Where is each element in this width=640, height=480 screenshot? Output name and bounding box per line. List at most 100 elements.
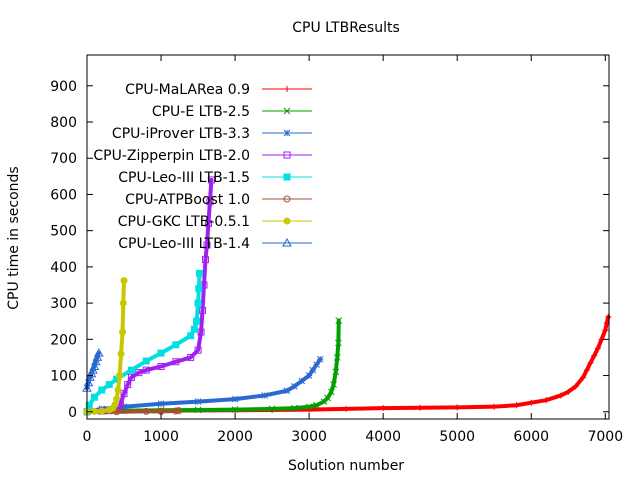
data-point (119, 299, 127, 307)
data-point (491, 403, 498, 410)
data-point (231, 406, 239, 413)
data-point (127, 373, 135, 381)
legend-entry: CPU-Leo-III LTB-1.5 (118, 170, 312, 186)
legend-marker (284, 86, 290, 92)
data-point (105, 381, 113, 389)
legend-marker (283, 217, 291, 225)
data-point (283, 387, 291, 395)
legend-entry: CPU-MaLARea 0.9 (125, 82, 312, 98)
data-point (194, 346, 202, 354)
legend-marker (283, 151, 291, 159)
data-point (113, 395, 121, 403)
y-tick-label: 300 (50, 296, 77, 312)
data-point (231, 395, 239, 403)
chart-title: CPU LTBResults (292, 20, 400, 36)
data-point (193, 317, 201, 325)
data-point (187, 332, 195, 340)
data-point (90, 393, 98, 401)
data-point (305, 372, 313, 379)
data-point (602, 327, 609, 334)
data-point (172, 341, 180, 349)
data-point (204, 219, 212, 227)
data-point (333, 354, 341, 361)
legend-entry: CPU-ATPBoost 1.0 (125, 192, 312, 208)
data-point (343, 405, 350, 412)
series-line (85, 271, 202, 414)
data-point (528, 399, 535, 406)
series-3 (83, 176, 215, 416)
y-axis-label: CPU time in seconds (6, 166, 22, 309)
series-line (85, 351, 101, 391)
data-point (543, 397, 550, 404)
x-tick-label: 7000 (587, 429, 623, 445)
legend-marker (283, 107, 291, 115)
data-point (557, 392, 564, 399)
data-point (327, 388, 335, 396)
data-point (98, 407, 106, 415)
data-point (117, 350, 125, 358)
data-point (298, 377, 306, 385)
legend-marker (283, 129, 291, 137)
data-point (313, 401, 320, 409)
legend-entry: CPU-iProver LTB-3.3 (112, 126, 312, 142)
data-point (157, 362, 165, 370)
x-tick-label: 4000 (365, 429, 401, 445)
data-point (187, 353, 195, 361)
data-point (124, 381, 132, 389)
series-6 (83, 277, 128, 416)
axis-ticks: 0 1000 2000 3000 4000 5000 6000 7000 0 100 200 300 4… (50, 55, 623, 445)
legend-label: CPU-Leo-III LTB-1.5 (118, 170, 250, 186)
data-point (206, 198, 214, 206)
data-point (120, 403, 128, 411)
legend-entry: CPU-Zipperpin LTB-2.0 (93, 148, 312, 164)
data-point (199, 306, 207, 314)
legend-label: CPU-Zipperpin LTB-2.0 (93, 148, 250, 164)
data-point (85, 401, 93, 409)
data-point (190, 325, 198, 333)
data-point (98, 386, 106, 394)
data-point (309, 366, 317, 374)
data-point (316, 355, 324, 363)
data-point (261, 392, 269, 399)
legend-label: CPU-MaLARea 0.9 (125, 82, 250, 98)
data-point (454, 404, 461, 411)
data-point (587, 359, 594, 366)
data-point (380, 405, 387, 412)
x-tick-label: 1000 (143, 429, 179, 445)
data-point (142, 357, 150, 365)
data-point (120, 390, 128, 398)
data-point (83, 377, 94, 387)
data-point (194, 406, 202, 414)
data-point (417, 404, 424, 411)
data-point (335, 339, 342, 347)
x-axis-label: Solution number (288, 458, 404, 474)
legend-marker (283, 195, 291, 203)
data-point (172, 358, 180, 366)
data-point (305, 403, 313, 411)
legend-marker (282, 237, 292, 247)
data-point (207, 176, 215, 184)
y-tick-label: 100 (50, 369, 77, 385)
legend: CPU-MaLARea 0.9 CPU-E LTB-2.5 CPU-iProver … (93, 82, 312, 252)
data-point (268, 405, 276, 413)
data-point (127, 366, 135, 374)
data-point (114, 386, 122, 394)
data-point (157, 349, 165, 357)
legend-entry: CPU-Leo-III LTB-1.4 (118, 236, 312, 252)
data-point (116, 372, 124, 380)
data-point (93, 348, 104, 357)
data-point (324, 394, 331, 402)
data-point (89, 361, 100, 370)
data-point (290, 383, 298, 390)
data-point (142, 366, 150, 374)
data-point (135, 369, 143, 377)
data-point (591, 352, 598, 359)
data-point (92, 352, 103, 361)
data-point (332, 368, 340, 376)
data-point (195, 285, 203, 293)
data-point (594, 345, 601, 352)
data-point (175, 407, 183, 415)
x-tick-label: 3000 (291, 429, 327, 445)
data-point (313, 361, 320, 369)
